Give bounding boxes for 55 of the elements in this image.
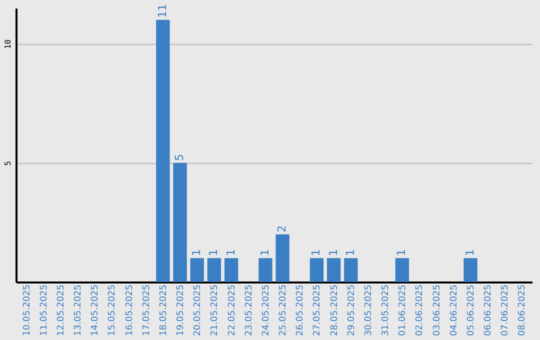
x-tick-label: 01.06.2025	[398, 284, 408, 336]
x-tick-label: 16.05.2025	[124, 284, 135, 336]
x-tick-label: 24.05.2025	[261, 284, 272, 336]
bar	[344, 258, 358, 282]
data-label: 1	[224, 249, 238, 256]
x-tick-label: 20.05.2025	[193, 284, 204, 336]
bar	[190, 258, 204, 282]
x-tick-label: 08.06.2025	[518, 284, 528, 336]
x-tick-label: 21.05.2025	[210, 284, 220, 336]
x-tick-label: 28.05.2025	[330, 284, 340, 336]
x-tick-label: 15.05.2025	[108, 284, 118, 336]
data-label: 1	[207, 249, 220, 256]
x-tick-label: 03.06.2025	[432, 284, 442, 336]
bar	[156, 20, 170, 282]
bar	[464, 258, 478, 282]
data-label: 1	[463, 249, 476, 256]
x-tick-label: 30.05.2025	[364, 284, 374, 336]
bar	[395, 258, 409, 282]
x-tick-label: 13.05.2025	[74, 284, 84, 336]
x-tick-label: 19.05.2025	[176, 284, 186, 336]
bar	[310, 258, 324, 282]
x-tick-label: 07.06.2025	[500, 284, 511, 336]
x-tick-label: 11.05.2025	[39, 284, 50, 336]
x-tick-label: 02.06.2025	[415, 284, 426, 336]
data-label: 1	[190, 249, 204, 256]
bar	[258, 258, 272, 282]
x-tick-label: 29.05.2025	[346, 284, 357, 336]
x-tick-label: 05.06.2025	[466, 284, 476, 336]
y-tick-label: 10	[4, 39, 12, 50]
x-tick-label: 04.06.2025	[449, 284, 460, 336]
bar	[173, 162, 187, 282]
x-tick-label: 26.05.2025	[296, 284, 306, 336]
bar	[207, 258, 222, 282]
x-tick-label: 22.05.2025	[227, 284, 238, 336]
x-tick-label: 17.05.2025	[142, 284, 152, 336]
x-tick-label: 27.05.2025	[312, 284, 323, 336]
data-label: 1	[310, 249, 323, 256]
data-label: 1	[395, 249, 408, 256]
data-label: 1	[326, 249, 340, 256]
data-label: 1	[258, 249, 272, 256]
bar	[276, 234, 290, 282]
data-label: 2	[276, 225, 289, 232]
x-tick-label: 31.05.2025	[381, 284, 392, 336]
data-label: 1	[344, 249, 357, 256]
data-label: 11	[156, 4, 169, 18]
data-label: 5	[173, 154, 186, 161]
x-tick-label: 06.06.2025	[484, 284, 494, 336]
x-tick-label: 12.05.2025	[56, 284, 66, 336]
x-tick-label: 25.05.2025	[278, 284, 289, 336]
x-tick-label: 23.05.2025	[244, 284, 254, 336]
x-tick-label: 14.05.2025	[90, 284, 101, 336]
x-tick-label: 18.05.2025	[158, 284, 169, 336]
bar	[326, 258, 341, 282]
bar	[224, 258, 238, 282]
x-tick-label: 10.05.2025	[22, 284, 32, 336]
